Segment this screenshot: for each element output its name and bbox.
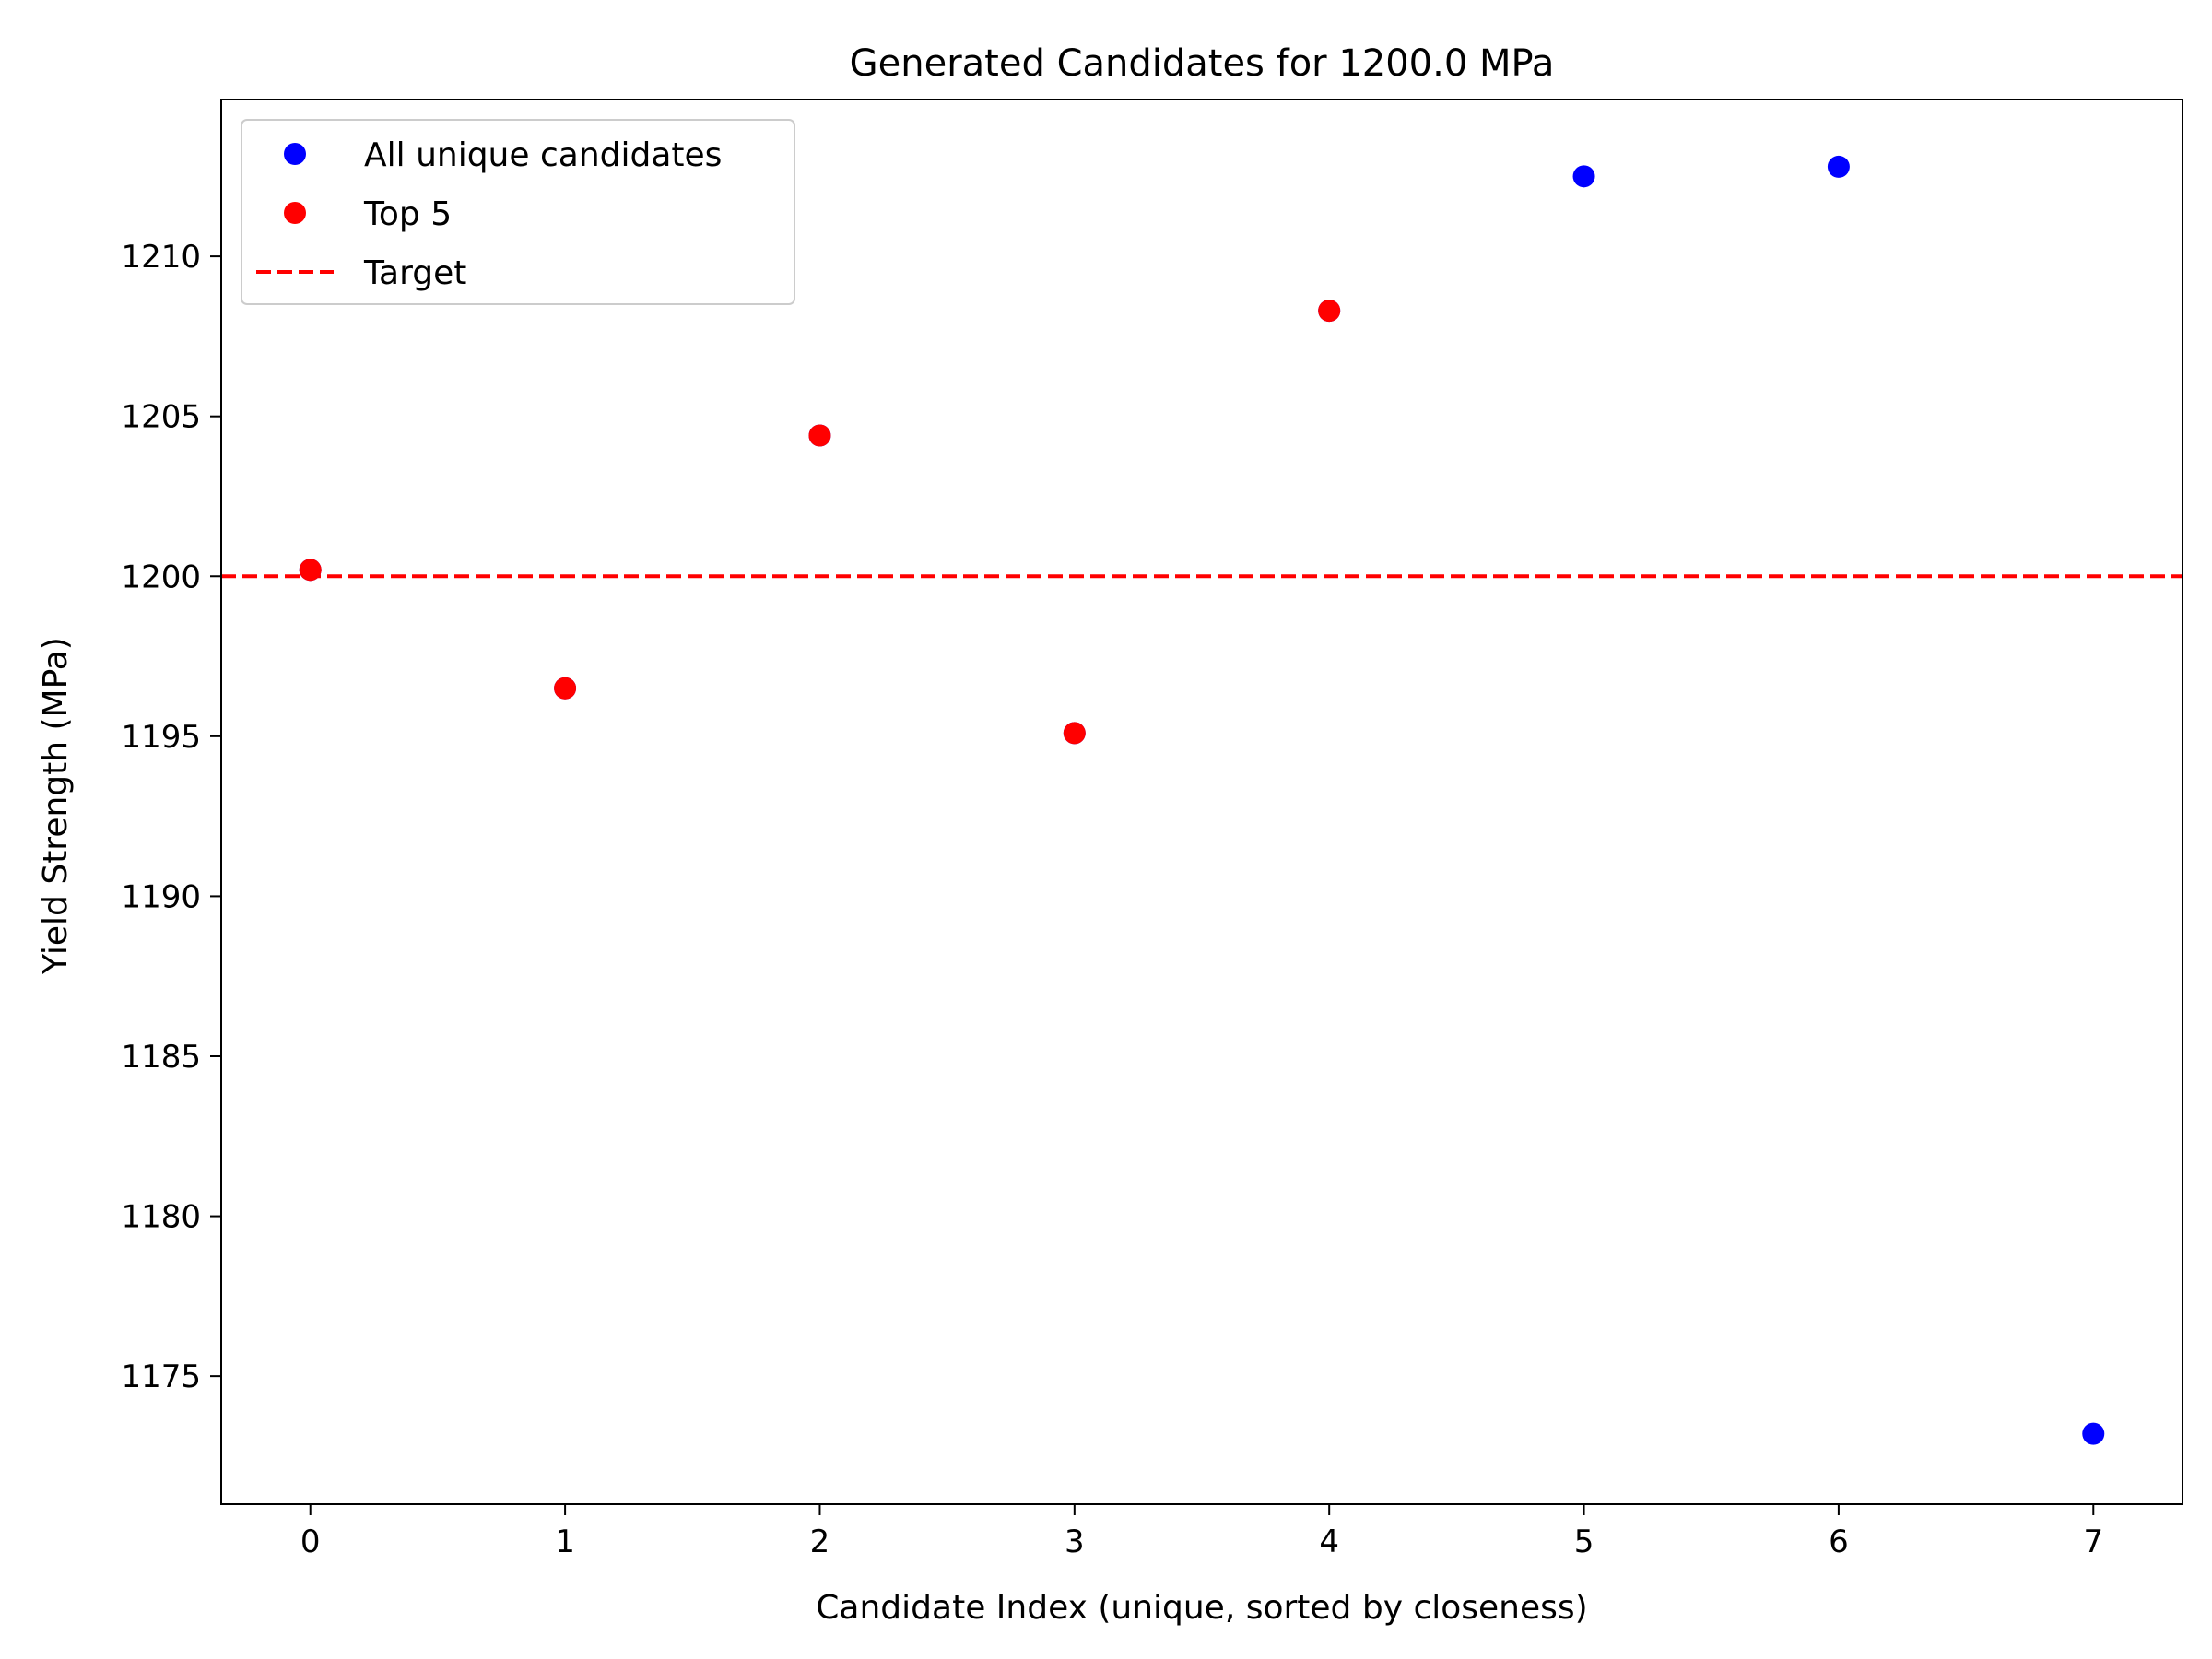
y-tick-label: 1185: [121, 1039, 201, 1076]
y-tick-label: 1200: [121, 559, 201, 595]
x-tick-label: 3: [1065, 1524, 1085, 1560]
data-point-top5-2: [808, 424, 831, 447]
legend-label: Target: [363, 254, 466, 292]
x-tick-label: 1: [555, 1524, 575, 1560]
plot-frame: [220, 99, 2183, 1505]
legend: All unique candidates Top 5 Target: [241, 119, 795, 305]
legend-label: Top 5: [363, 195, 452, 233]
legend-marker: [284, 143, 306, 165]
x-axis-label: Candidate Index (unique, sorted by close…: [816, 1589, 1587, 1627]
y-axis-label: Yield Strength (MPa): [37, 637, 75, 975]
data-point-all-6: [1827, 155, 1850, 178]
legend-marker: [284, 202, 306, 224]
chart-title: Generated Candidates for 1200.0 MPa: [850, 42, 1555, 85]
data-point-all-7: [2082, 1422, 2105, 1445]
plot-area: 0 1 2 3 4 5 6 7 1175 1180 1185 1190 1195 1200 1205 1210: [121, 99, 2183, 1560]
x-tick-label: 7: [2083, 1524, 2103, 1560]
legend-label: All unique candidates: [364, 136, 722, 174]
y-tick-label: 1210: [121, 239, 201, 276]
x-tick-label: 2: [810, 1524, 830, 1560]
data-point-all-5: [1572, 165, 1595, 188]
data-point-top5-0: [299, 559, 322, 582]
data-point-top5-1: [554, 677, 577, 700]
y-tick-label: 1180: [121, 1199, 201, 1236]
y-tick-label: 1175: [121, 1359, 201, 1395]
y-tick-label: 1190: [121, 878, 201, 915]
x-tick-label: 4: [1319, 1524, 1339, 1560]
y-tick-label: 1195: [121, 719, 201, 756]
x-tick-label: 5: [1574, 1524, 1594, 1560]
legend-box: [241, 119, 795, 305]
y-tick-label: 1205: [121, 399, 201, 436]
data-point-top5-4: [1318, 300, 1341, 323]
data-point-top5-3: [1063, 722, 1086, 745]
x-tick-label: 6: [1829, 1524, 1849, 1560]
x-tick-label: 0: [300, 1524, 321, 1560]
